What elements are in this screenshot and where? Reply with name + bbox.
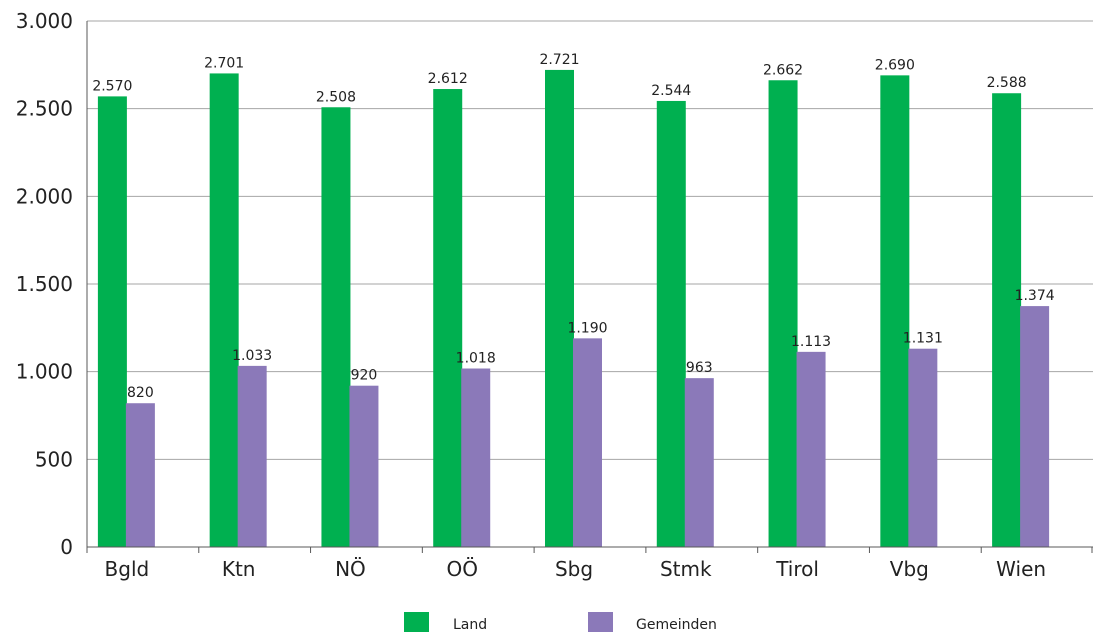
bar-gemeinden bbox=[461, 368, 491, 547]
y-tick-label: 0 bbox=[60, 535, 73, 559]
y-tick-label: 1.000 bbox=[16, 360, 73, 384]
x-tick-label: Vbg bbox=[890, 557, 929, 581]
bars bbox=[97, 69, 1050, 548]
data-label: 963 bbox=[686, 360, 713, 376]
data-label: 1.033 bbox=[232, 348, 272, 364]
data-label: 2.701 bbox=[204, 55, 244, 71]
data-label: 820 bbox=[127, 385, 154, 401]
y-tick-label: 500 bbox=[35, 447, 73, 471]
bar-land bbox=[321, 107, 351, 547]
bar-gemeinden bbox=[573, 338, 602, 547]
bar-gemeinden bbox=[125, 403, 155, 547]
legend-label-gemeinden: Gemeinden bbox=[636, 617, 717, 633]
bar-gemeinden bbox=[1020, 306, 1050, 547]
data-label: 1.190 bbox=[567, 320, 607, 336]
bar-land bbox=[880, 75, 910, 547]
y-tick-label: 3.000 bbox=[16, 9, 73, 33]
data-label: 920 bbox=[351, 368, 378, 384]
data-labels: 2.570 2.701 2.508 2.612 2.721 2.544 2.662 2.690… bbox=[92, 52, 1054, 401]
data-label: 2.721 bbox=[539, 52, 579, 68]
data-label: 2.662 bbox=[763, 62, 803, 78]
bar-gemeinden bbox=[796, 351, 826, 547]
x-tick-label: NÖ bbox=[335, 557, 366, 581]
legend: Land Gemeinden bbox=[404, 612, 717, 633]
bar-land bbox=[433, 89, 463, 548]
y-tick-label: 2.500 bbox=[16, 97, 73, 121]
bar-land bbox=[209, 73, 239, 547]
x-tick-label: Bgld bbox=[105, 557, 150, 581]
legend-swatch-gemeinden bbox=[588, 612, 613, 632]
data-label: 2.544 bbox=[651, 83, 691, 99]
x-tick-label: Sbg bbox=[555, 557, 593, 581]
data-label: 1.113 bbox=[791, 334, 831, 350]
x-tick-label: Wien bbox=[996, 557, 1046, 581]
bar-gemeinden bbox=[684, 378, 714, 547]
data-label: 2.690 bbox=[875, 57, 915, 73]
bar-gemeinden bbox=[237, 365, 267, 547]
data-label: 1.374 bbox=[1015, 288, 1055, 304]
x-tick-label: OÖ bbox=[446, 557, 477, 581]
data-label: 2.588 bbox=[987, 75, 1027, 91]
bar-land bbox=[992, 93, 1022, 547]
bar-land bbox=[768, 80, 798, 547]
x-tick-label: Tirol bbox=[775, 557, 819, 581]
bar-land bbox=[656, 100, 686, 548]
y-tick-label: 1.500 bbox=[16, 272, 73, 296]
x-tick-label: Stmk bbox=[660, 557, 712, 581]
data-label: 2.508 bbox=[316, 89, 356, 105]
y-axis: 0 500 1.000 1.500 2.000 2.500 3.000 bbox=[16, 9, 88, 559]
data-label: 1.018 bbox=[456, 351, 496, 367]
data-label: 1.131 bbox=[903, 331, 943, 347]
legend-label-land: Land bbox=[453, 617, 487, 633]
bar-land bbox=[97, 96, 127, 547]
y-tick-label: 2.000 bbox=[16, 184, 73, 208]
x-tick-label: Ktn bbox=[222, 557, 256, 581]
x-axis: Bgld Ktn NÖ OÖ Sbg Stmk Tirol Vbg Wien bbox=[86, 546, 1093, 581]
data-label: 2.612 bbox=[428, 71, 468, 87]
legend-swatch-land bbox=[404, 612, 429, 632]
bar-gemeinden bbox=[908, 348, 938, 547]
bar-land bbox=[545, 69, 574, 547]
data-label: 2.570 bbox=[92, 78, 132, 94]
bar-gemeinden bbox=[349, 385, 379, 547]
